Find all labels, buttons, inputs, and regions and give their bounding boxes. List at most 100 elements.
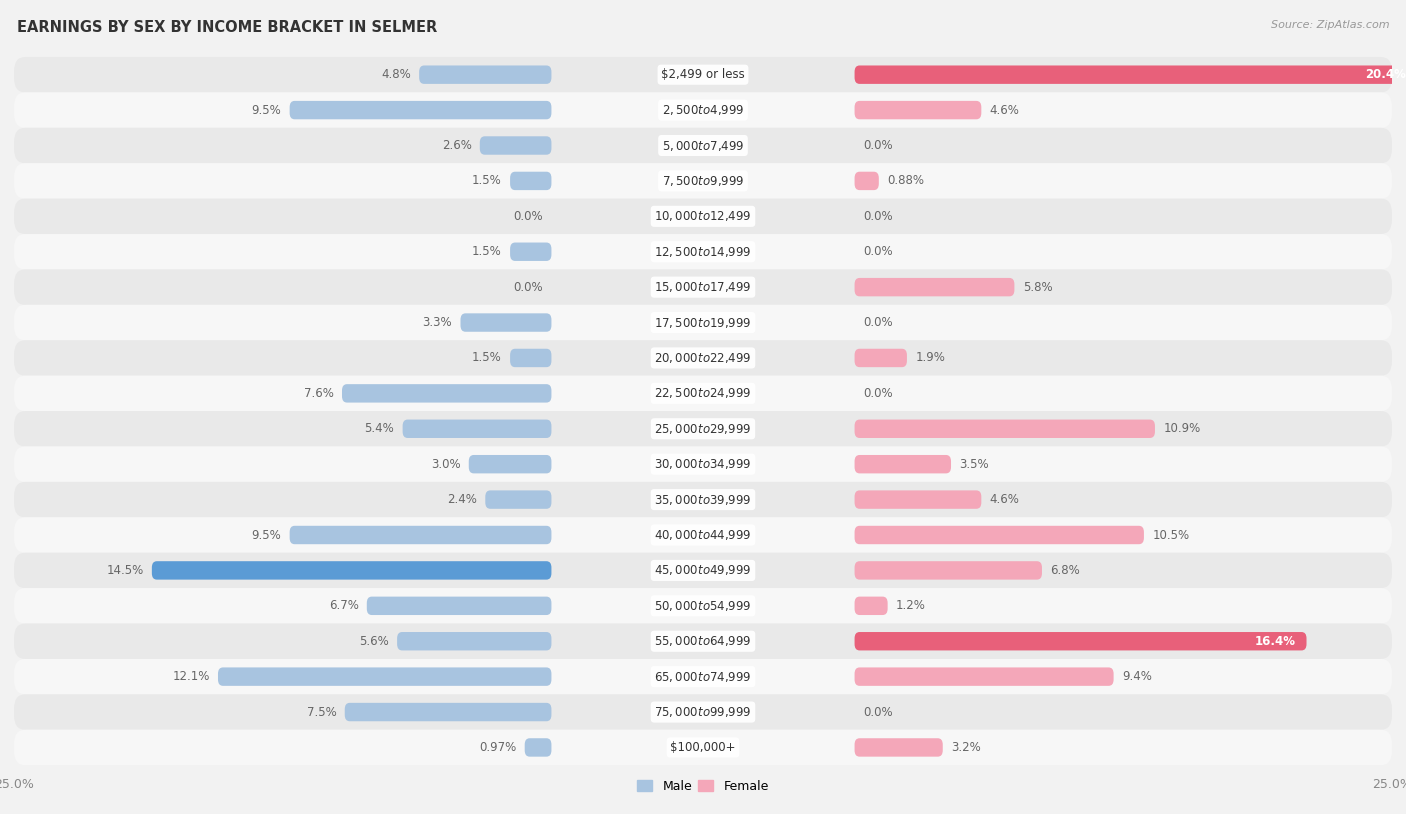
FancyBboxPatch shape: [510, 348, 551, 367]
FancyBboxPatch shape: [14, 375, 1392, 411]
FancyBboxPatch shape: [14, 588, 1392, 624]
FancyBboxPatch shape: [402, 419, 551, 438]
Text: 0.88%: 0.88%: [887, 174, 924, 187]
FancyBboxPatch shape: [14, 482, 1392, 518]
FancyBboxPatch shape: [14, 304, 1392, 340]
Text: 3.5%: 3.5%: [959, 457, 988, 470]
Text: 10.9%: 10.9%: [1163, 422, 1201, 435]
FancyBboxPatch shape: [396, 632, 551, 650]
FancyBboxPatch shape: [290, 526, 551, 545]
Text: 5.8%: 5.8%: [1022, 281, 1052, 294]
Text: $2,499 or less: $2,499 or less: [661, 68, 745, 81]
FancyBboxPatch shape: [14, 624, 1392, 659]
FancyBboxPatch shape: [14, 553, 1392, 588]
Text: 14.5%: 14.5%: [107, 564, 143, 577]
Text: 12.1%: 12.1%: [173, 670, 209, 683]
Text: 9.5%: 9.5%: [252, 528, 281, 541]
FancyBboxPatch shape: [855, 632, 1306, 650]
Text: 6.7%: 6.7%: [329, 599, 359, 612]
Text: 2.6%: 2.6%: [441, 139, 471, 152]
FancyBboxPatch shape: [855, 597, 887, 615]
Text: 3.3%: 3.3%: [423, 316, 453, 329]
Text: $30,000 to $34,999: $30,000 to $34,999: [654, 457, 752, 471]
Text: Source: ZipAtlas.com: Source: ZipAtlas.com: [1271, 20, 1389, 30]
Text: $65,000 to $74,999: $65,000 to $74,999: [654, 670, 752, 684]
Text: 1.5%: 1.5%: [472, 245, 502, 258]
Text: 3.2%: 3.2%: [950, 741, 981, 754]
FancyBboxPatch shape: [218, 667, 551, 686]
Text: 3.0%: 3.0%: [430, 457, 461, 470]
Text: 0.0%: 0.0%: [863, 316, 893, 329]
Text: 2.4%: 2.4%: [447, 493, 477, 506]
FancyBboxPatch shape: [855, 172, 879, 190]
Text: 0.97%: 0.97%: [479, 741, 516, 754]
Text: EARNINGS BY SEX BY INCOME BRACKET IN SELMER: EARNINGS BY SEX BY INCOME BRACKET IN SEL…: [17, 20, 437, 35]
FancyBboxPatch shape: [510, 172, 551, 190]
FancyBboxPatch shape: [14, 446, 1392, 482]
FancyBboxPatch shape: [855, 526, 1144, 545]
FancyBboxPatch shape: [14, 269, 1392, 304]
Text: 0.0%: 0.0%: [863, 245, 893, 258]
Text: 5.4%: 5.4%: [364, 422, 394, 435]
Text: $17,500 to $19,999: $17,500 to $19,999: [654, 316, 752, 330]
FancyBboxPatch shape: [855, 101, 981, 120]
Text: 7.6%: 7.6%: [304, 387, 333, 400]
Text: $22,500 to $24,999: $22,500 to $24,999: [654, 387, 752, 400]
Text: 1.5%: 1.5%: [472, 352, 502, 365]
Text: 10.5%: 10.5%: [1152, 528, 1189, 541]
FancyBboxPatch shape: [14, 659, 1392, 694]
FancyBboxPatch shape: [510, 243, 551, 261]
Text: $45,000 to $49,999: $45,000 to $49,999: [654, 563, 752, 577]
FancyBboxPatch shape: [367, 597, 551, 615]
FancyBboxPatch shape: [290, 101, 551, 120]
FancyBboxPatch shape: [855, 490, 981, 509]
FancyBboxPatch shape: [855, 419, 1154, 438]
FancyBboxPatch shape: [152, 561, 551, 580]
Text: $15,000 to $17,499: $15,000 to $17,499: [654, 280, 752, 294]
Text: $35,000 to $39,999: $35,000 to $39,999: [654, 492, 752, 506]
Text: $2,500 to $4,999: $2,500 to $4,999: [662, 103, 744, 117]
FancyBboxPatch shape: [855, 667, 1114, 686]
FancyBboxPatch shape: [14, 340, 1392, 375]
Text: 9.5%: 9.5%: [252, 103, 281, 116]
FancyBboxPatch shape: [14, 694, 1392, 730]
FancyBboxPatch shape: [14, 234, 1392, 269]
Text: 0.0%: 0.0%: [513, 210, 543, 223]
FancyBboxPatch shape: [342, 384, 551, 403]
Text: $55,000 to $64,999: $55,000 to $64,999: [654, 634, 752, 648]
Text: 16.4%: 16.4%: [1254, 635, 1295, 648]
Text: 5.6%: 5.6%: [359, 635, 389, 648]
Text: $75,000 to $99,999: $75,000 to $99,999: [654, 705, 752, 719]
FancyBboxPatch shape: [855, 738, 943, 757]
FancyBboxPatch shape: [419, 65, 551, 84]
Text: $40,000 to $44,999: $40,000 to $44,999: [654, 528, 752, 542]
FancyBboxPatch shape: [855, 348, 907, 367]
FancyBboxPatch shape: [14, 163, 1392, 199]
FancyBboxPatch shape: [855, 561, 1042, 580]
Text: $20,000 to $22,499: $20,000 to $22,499: [654, 351, 752, 365]
Text: 7.5%: 7.5%: [307, 706, 336, 719]
FancyBboxPatch shape: [461, 313, 551, 332]
FancyBboxPatch shape: [855, 278, 1014, 296]
Text: 4.8%: 4.8%: [381, 68, 411, 81]
Text: 0.0%: 0.0%: [863, 139, 893, 152]
FancyBboxPatch shape: [14, 411, 1392, 446]
Text: 4.6%: 4.6%: [990, 103, 1019, 116]
FancyBboxPatch shape: [14, 92, 1392, 128]
FancyBboxPatch shape: [14, 128, 1392, 163]
Text: 1.5%: 1.5%: [472, 174, 502, 187]
Text: 1.2%: 1.2%: [896, 599, 925, 612]
FancyBboxPatch shape: [855, 455, 950, 474]
FancyBboxPatch shape: [14, 730, 1392, 765]
FancyBboxPatch shape: [479, 136, 551, 155]
Text: $25,000 to $29,999: $25,000 to $29,999: [654, 422, 752, 435]
Text: $7,500 to $9,999: $7,500 to $9,999: [662, 174, 744, 188]
Text: 20.4%: 20.4%: [1365, 68, 1406, 81]
Text: 1.9%: 1.9%: [915, 352, 945, 365]
FancyBboxPatch shape: [14, 518, 1392, 553]
Text: 0.0%: 0.0%: [863, 387, 893, 400]
FancyBboxPatch shape: [468, 455, 551, 474]
Text: $50,000 to $54,999: $50,000 to $54,999: [654, 599, 752, 613]
FancyBboxPatch shape: [344, 702, 551, 721]
Text: $100,000+: $100,000+: [671, 741, 735, 754]
